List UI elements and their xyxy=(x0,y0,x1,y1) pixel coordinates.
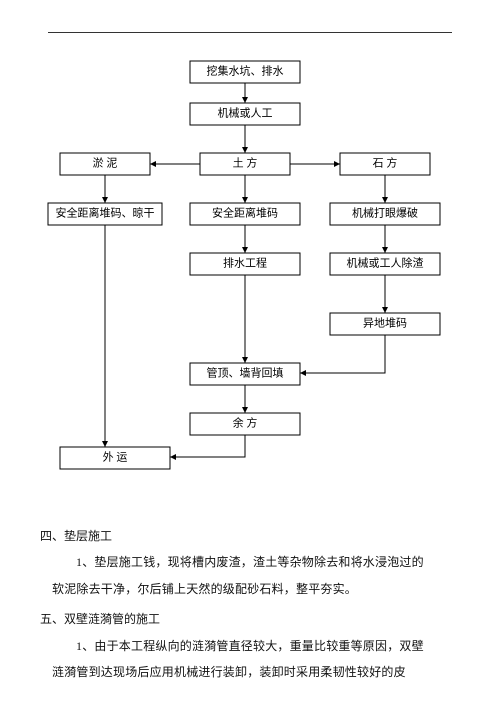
node-dig-pit-label: 挖集水坑、排水 xyxy=(207,64,284,78)
node-rock-label: 石 方 xyxy=(373,156,398,170)
node-silt-label: 淤 泥 xyxy=(93,157,118,170)
para-4-1a: 1、垫层施工钱，现将槽内废渣，渣土等杂物除去和将水浸泡过的 xyxy=(52,549,456,575)
body-text: 四、垫层施工 1、垫层施工钱，现将槽内废渣，渣土等杂物除去和将水浸泡过的 软泥除… xyxy=(40,523,460,685)
node-earth-label: 土 方 xyxy=(233,156,258,170)
node-machine-manual-label: 机械或人工 xyxy=(218,106,273,120)
para-5-1a: 1、由于本工程纵向的涟漪管直径较大，重量比较重等原因，双壁 xyxy=(52,633,456,659)
flowchart: 挖集水坑、排水 机械或人工 淤 泥 土 方 石 方 安全距离堆码、晾干 安全距离… xyxy=(40,53,460,513)
node-safe-stack-label: 安全距离堆码 xyxy=(212,206,278,220)
node-backfill-label: 管顶、墙背回填 xyxy=(207,366,284,380)
node-transport-label: 外 运 xyxy=(103,451,128,464)
node-surplus-label: 余 方 xyxy=(233,416,258,430)
heading-4: 四、垫层施工 xyxy=(40,523,456,549)
node-blasting-label: 机械打眼爆破 xyxy=(352,206,418,220)
para-4-1b: 软泥除去干净，尔后铺上天然的级配砂石料，整平夯实。 xyxy=(52,576,456,602)
heading-5: 五、双壁涟漪管的施工 xyxy=(40,606,456,632)
page-top-rule xyxy=(48,32,452,33)
node-drainage-label: 排水工程 xyxy=(223,256,267,270)
node-offsite-stack-label: 异地堆码 xyxy=(363,317,407,330)
node-clear-slag-label: 机械或工人除渣 xyxy=(347,256,424,270)
para-5-1b: 涟漪管到达现场后应用机械进行装卸，装卸时采用柔韧性较好的皮 xyxy=(52,659,456,685)
node-safe-stack-dry-label: 安全距离堆码、晾干 xyxy=(56,206,155,220)
